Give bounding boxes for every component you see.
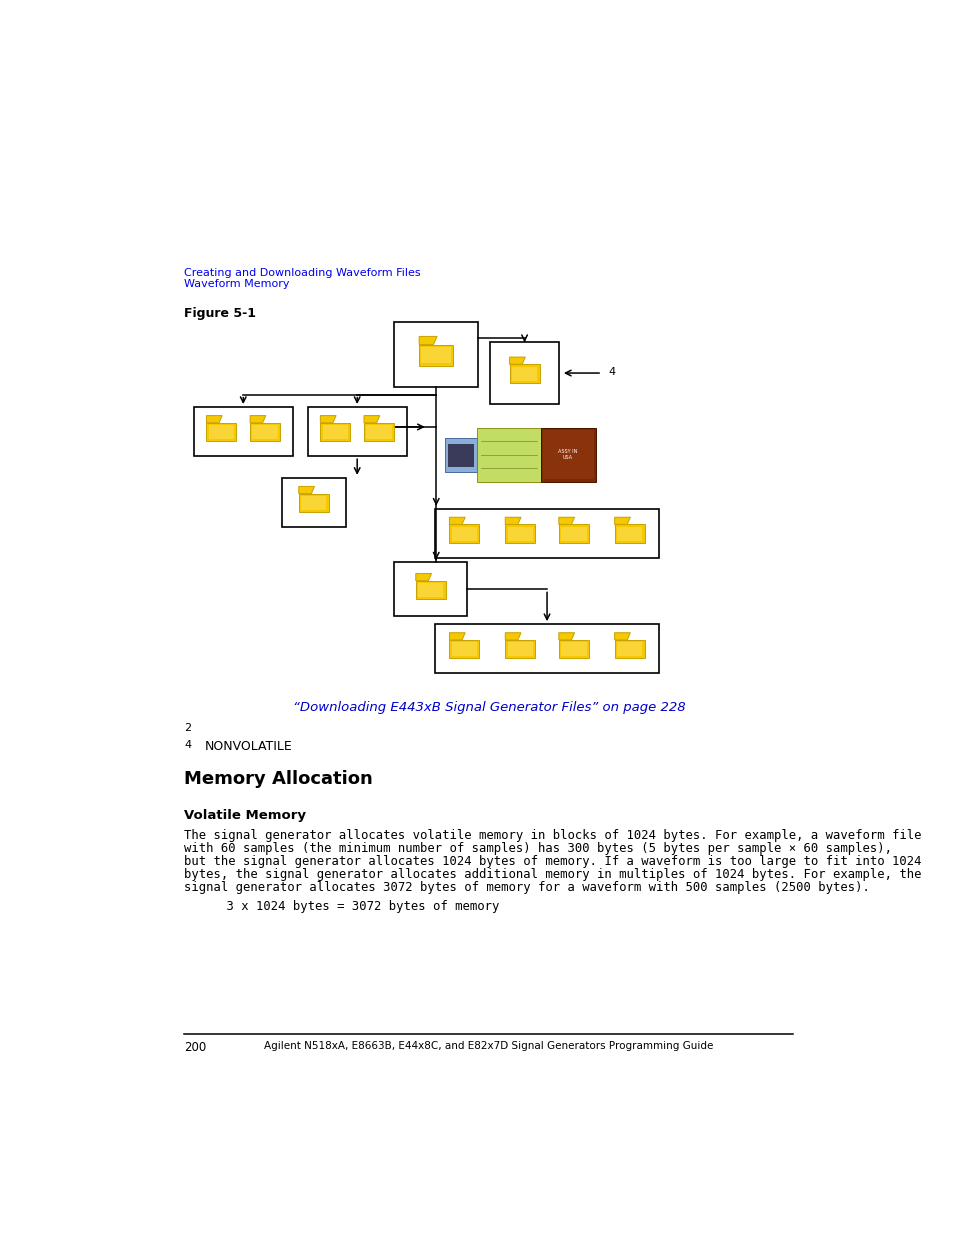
Bar bbox=[298, 494, 329, 513]
Text: with 60 samples (the minimum number of samples) has 300 bytes (5 bytes per sampl: with 60 samples (the minimum number of s… bbox=[184, 842, 891, 855]
Bar bbox=[416, 580, 445, 599]
Bar bbox=[476, 427, 540, 482]
Bar bbox=[322, 425, 348, 438]
Polygon shape bbox=[418, 336, 436, 345]
Polygon shape bbox=[449, 517, 465, 525]
Bar bbox=[505, 525, 535, 543]
Text: ASSY IN
USA: ASSY IN USA bbox=[558, 450, 577, 461]
Polygon shape bbox=[558, 632, 574, 640]
Bar bbox=[617, 642, 641, 656]
Bar bbox=[394, 562, 467, 616]
Bar bbox=[444, 438, 476, 472]
Bar bbox=[505, 640, 535, 658]
Polygon shape bbox=[505, 517, 520, 525]
Bar bbox=[560, 527, 586, 541]
Bar bbox=[418, 345, 453, 366]
Bar bbox=[507, 527, 533, 541]
Text: signal generator allocates 3072 bytes of memory for a waveform with 500 samples : signal generator allocates 3072 bytes of… bbox=[184, 882, 869, 894]
Bar bbox=[617, 527, 641, 541]
Text: NONVOLATILE: NONVOLATILE bbox=[204, 740, 292, 752]
Bar bbox=[209, 425, 233, 438]
Bar bbox=[452, 527, 476, 541]
Bar bbox=[507, 642, 533, 656]
Bar bbox=[417, 583, 443, 597]
Text: Memory Allocation: Memory Allocation bbox=[184, 771, 373, 788]
Text: Creating and Downloading Waveform Files: Creating and Downloading Waveform Files bbox=[184, 268, 420, 278]
Bar bbox=[540, 427, 596, 482]
Text: Volatile Memory: Volatile Memory bbox=[184, 809, 306, 821]
Text: Figure 5-1: Figure 5-1 bbox=[184, 306, 256, 320]
Polygon shape bbox=[614, 632, 630, 640]
Bar bbox=[250, 422, 280, 441]
Text: 2: 2 bbox=[184, 724, 192, 734]
Bar bbox=[320, 422, 350, 441]
Bar bbox=[307, 406, 406, 456]
Bar bbox=[512, 367, 537, 380]
Polygon shape bbox=[298, 487, 314, 494]
Bar bbox=[193, 406, 293, 456]
Bar bbox=[449, 525, 479, 543]
Polygon shape bbox=[449, 632, 465, 640]
Bar bbox=[614, 525, 644, 543]
Text: 4: 4 bbox=[608, 367, 615, 377]
Polygon shape bbox=[206, 416, 222, 422]
Bar bbox=[421, 347, 451, 363]
Text: but the signal generator allocates 1024 bytes of memory. If a waveform is too la: but the signal generator allocates 1024 … bbox=[184, 855, 921, 868]
Polygon shape bbox=[250, 416, 266, 422]
Polygon shape bbox=[364, 416, 379, 422]
Polygon shape bbox=[558, 517, 574, 525]
Text: bytes, the signal generator allocates additional memory in multiples of 1024 byt: bytes, the signal generator allocates ad… bbox=[184, 868, 921, 881]
Bar bbox=[452, 642, 476, 656]
Bar bbox=[206, 422, 236, 441]
Bar bbox=[560, 642, 586, 656]
Bar bbox=[558, 525, 588, 543]
Polygon shape bbox=[509, 357, 525, 364]
Text: “Downloading E443xB Signal Generator Files” on page 228: “Downloading E443xB Signal Generator Fil… bbox=[293, 701, 684, 714]
Text: 3 x 1024 bytes = 3072 bytes of memory: 3 x 1024 bytes = 3072 bytes of memory bbox=[196, 900, 498, 914]
Text: Waveform Memory: Waveform Memory bbox=[184, 279, 290, 289]
Bar bbox=[509, 364, 539, 383]
Bar bbox=[542, 430, 593, 479]
Bar bbox=[253, 425, 277, 438]
Bar bbox=[364, 422, 394, 441]
Bar bbox=[435, 624, 658, 673]
Bar bbox=[394, 322, 477, 387]
Bar bbox=[435, 509, 658, 558]
Polygon shape bbox=[320, 416, 335, 422]
Bar bbox=[301, 496, 326, 510]
Bar bbox=[614, 640, 644, 658]
Polygon shape bbox=[505, 632, 520, 640]
Text: 200: 200 bbox=[184, 1041, 207, 1055]
Bar bbox=[558, 640, 588, 658]
Bar bbox=[366, 425, 392, 438]
Bar bbox=[489, 342, 558, 404]
Text: Agilent N518xA, E8663B, E44x8C, and E82x7D Signal Generators Programming Guide: Agilent N518xA, E8663B, E44x8C, and E82x… bbox=[264, 1041, 713, 1051]
Polygon shape bbox=[416, 573, 431, 580]
Text: 4: 4 bbox=[184, 740, 192, 750]
Text: The signal generator allocates volatile memory in blocks of 1024 bytes. For exam: The signal generator allocates volatile … bbox=[184, 829, 921, 842]
Bar bbox=[449, 640, 479, 658]
Polygon shape bbox=[614, 517, 630, 525]
Bar bbox=[447, 443, 474, 467]
Bar bbox=[282, 478, 345, 527]
